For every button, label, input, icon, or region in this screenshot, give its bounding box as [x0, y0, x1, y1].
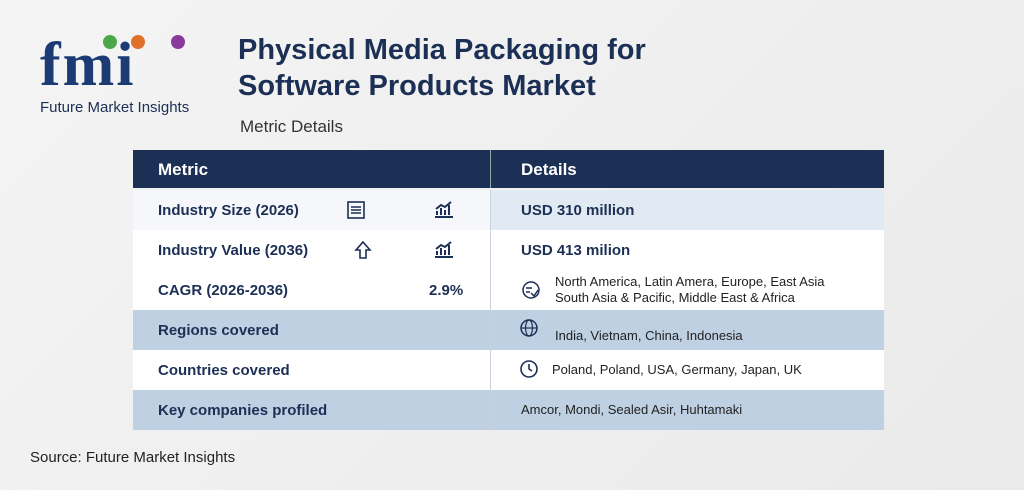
title: Software Products Market — [238, 70, 596, 102]
table-row: Industry Value (2036) USD 413 milion — [133, 230, 884, 270]
icon — [520, 360, 538, 378]
source: Source: Future Market Insights — [30, 449, 236, 466]
details-text: North America, Latin Amera, Europe, East… — [555, 274, 825, 289]
table-row: Regions covered India, Vietnam, China, In… — [133, 310, 884, 350]
logo-mark: fmi — [40, 31, 136, 99]
details-text: Amcor, Mondi, Sealed Asir, Huhtamaki — [521, 402, 743, 417]
icon — [354, 240, 372, 259]
table-row: Industry Size (2026) USD 310 million — [133, 190, 884, 230]
metric-label: Countries covered — [158, 361, 290, 379]
details-text: USD 310 million — [521, 201, 635, 219]
column-header: Details — [521, 160, 577, 179]
details-cell: USD 310 million — [521, 190, 634, 230]
table-row: Countries covered Poland, Poland, USA, Ge… — [133, 350, 884, 390]
details-cell: Poland, Poland, USA, Germany, Japan, UK — [552, 350, 802, 390]
icon — [520, 319, 538, 337]
icon — [435, 241, 453, 258]
icon — [435, 201, 453, 218]
column-header: Metric — [158, 160, 209, 179]
table-row: Key companies profiled Amcor, Mondi, Seal… — [133, 390, 884, 430]
details-cell: India, Vietnam, China, Indonesia — [555, 316, 743, 356]
details-text: South Asia & Pacific, Middle East & Afri… — [555, 290, 795, 305]
title: Physical Media Packaging for — [238, 34, 646, 66]
icon — [522, 281, 540, 299]
subtitle: Metric Details — [240, 117, 343, 136]
metric-label: Industry Size (2026) — [158, 201, 299, 219]
metric-value: 2.9% — [429, 281, 464, 299]
table-row: CAGR (2026-2036) 2.9% North America, Latin… — [133, 270, 884, 310]
metric-label: Regions covered — [158, 321, 279, 339]
table-header: Metric Details — [133, 150, 884, 188]
icon — [347, 201, 365, 219]
metric-label: Key companies profiled — [158, 401, 328, 419]
logo-name: Future Market Insights — [40, 99, 190, 116]
details-cell: North America, Latin Amera, Europe, East… — [555, 270, 825, 310]
details-cell: Amcor, Mondi, Sealed Asir, Huhtamaki — [521, 390, 742, 430]
logo-dots — [103, 35, 185, 49]
details-text: Poland, Poland, USA, Germany, Japan, UK — [552, 362, 802, 377]
metric-label: CAGR (2026-2036) — [158, 281, 289, 299]
metric-label: Industry Value (2036) — [158, 241, 309, 259]
details-text: India, Vietnam, China, Indonesia — [555, 328, 743, 343]
details-text: USD 413 milion — [521, 241, 631, 259]
details-cell: USD 413 milion — [521, 230, 630, 270]
